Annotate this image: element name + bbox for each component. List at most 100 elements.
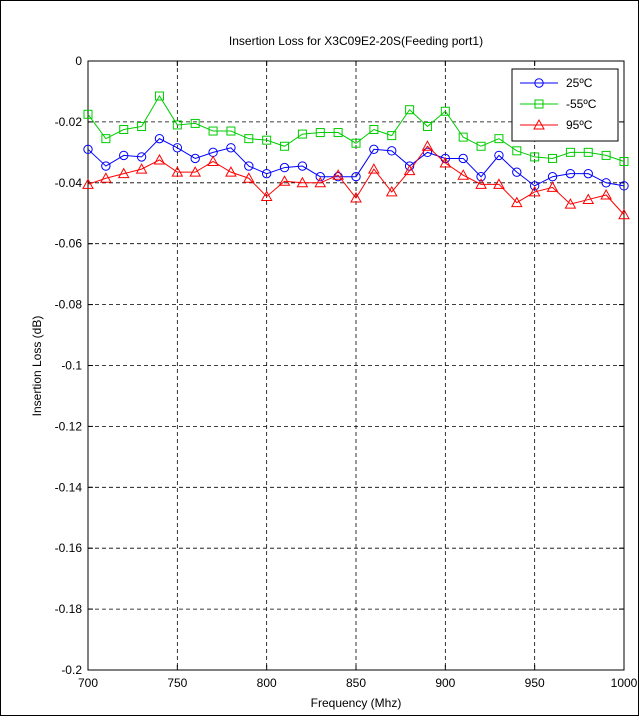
legend: 25ºC -55ºC 95ºC [511, 68, 619, 142]
data-point-marker [368, 163, 380, 174]
data-point-marker [405, 105, 415, 115]
data-point-marker [530, 152, 540, 162]
y-tick-label: -0.14 [55, 480, 83, 494]
data-point-marker [369, 144, 379, 155]
data-point-marker [135, 163, 148, 174]
legend-label: 95ºC [566, 118, 593, 132]
y-tick-label: -0.08 [55, 298, 83, 312]
y-tick-label: -0.1 [61, 359, 82, 373]
x-axis-label: Frequency (Mhz) [311, 696, 402, 710]
data-point-marker [278, 175, 291, 186]
data-point-marker [101, 134, 111, 144]
legend-marker [533, 118, 545, 130]
series-line [87, 138, 625, 187]
data-point-marker [244, 161, 254, 171]
data-point-marker [583, 147, 593, 157]
data-point-marker [439, 156, 452, 168]
data-point-marker [458, 153, 468, 164]
data-point-marker [422, 121, 432, 131]
data-point-marker [351, 172, 361, 182]
data-point-marker [403, 164, 416, 176]
y-tick-label: -0.18 [55, 602, 83, 616]
data-point-marker [369, 125, 379, 135]
data-point-marker [315, 172, 325, 182]
data-point-marker [548, 153, 558, 163]
data-point-marker [137, 121, 147, 131]
y-tick-label: -0.06 [55, 237, 83, 251]
data-point-marker [385, 185, 398, 197]
data-point-marker [154, 91, 164, 101]
data-point-marker [261, 168, 272, 179]
data-point-marker [351, 138, 361, 148]
data-point-marker [262, 135, 272, 145]
grid-lines [88, 61, 624, 670]
data-series [82, 91, 630, 220]
legend-label: 25ºC [566, 76, 593, 90]
data-point-marker [297, 161, 308, 171]
y-tick-label: 0 [75, 54, 82, 68]
y-tick-label: -0.12 [55, 419, 83, 433]
data-point-marker [260, 190, 273, 202]
x-tick-label: 900 [435, 676, 455, 690]
data-point-marker [510, 196, 523, 208]
x-tick-label: 850 [346, 676, 366, 690]
data-point-marker [387, 131, 397, 141]
data-point-marker [565, 147, 575, 157]
series-group [83, 91, 629, 166]
data-point-marker [529, 181, 540, 191]
tick-labels: 700 750 800 850 900 950 1000 0 -0.02 -0.04 -0.06 -0… [55, 54, 638, 690]
data-point-marker [225, 166, 237, 177]
data-point-marker [153, 153, 166, 165]
data-point-marker [83, 109, 93, 119]
legend-box [511, 68, 619, 142]
legend-marker [534, 78, 544, 88]
data-point-marker [171, 166, 184, 177]
data-point-marker [83, 144, 93, 155]
data-point-marker [512, 146, 522, 156]
legend-label: -55ºC [566, 97, 597, 111]
series-group [83, 133, 629, 191]
data-point-marker [564, 198, 577, 209]
y-tick-label: -0.04 [55, 176, 83, 190]
data-point-marker [440, 106, 450, 116]
data-point-marker [546, 181, 559, 192]
data-point-marker [172, 120, 182, 130]
data-point-marker [190, 153, 200, 164]
data-point-marker [100, 172, 112, 183]
data-point-marker [136, 152, 147, 162]
data-point-marker [207, 155, 219, 166]
data-point-marker [619, 156, 629, 166]
series-line [87, 145, 625, 216]
legend-marker [534, 99, 544, 109]
data-point-marker [494, 134, 504, 144]
data-point-marker [332, 169, 344, 180]
data-point-marker [618, 208, 630, 220]
data-point-marker [582, 193, 595, 205]
x-tick-label: 950 [525, 676, 545, 690]
x-tick-label: 1000 [611, 676, 638, 690]
data-point-marker [296, 176, 309, 188]
y-tick-label: -0.16 [55, 541, 83, 555]
data-point-marker [476, 172, 486, 182]
data-point-marker [280, 141, 290, 151]
data-point-marker [190, 118, 200, 128]
data-point-marker [619, 181, 629, 191]
data-point-marker [387, 146, 397, 156]
y-tick-label: -0.2 [61, 663, 82, 677]
x-tick-label: 700 [78, 676, 98, 690]
data-point-marker [314, 176, 327, 188]
data-point-marker [512, 167, 522, 177]
data-point-marker [154, 133, 165, 144]
data-point-marker [333, 128, 343, 138]
data-point-marker [583, 168, 593, 179]
data-point-marker [475, 178, 487, 189]
data-point-marker [82, 178, 94, 189]
series-line [87, 95, 625, 162]
data-point-marker [189, 166, 202, 177]
x-tick-label: 750 [167, 676, 187, 690]
data-point-marker [244, 134, 254, 144]
data-point-marker [119, 125, 129, 135]
data-point-marker [315, 128, 325, 138]
